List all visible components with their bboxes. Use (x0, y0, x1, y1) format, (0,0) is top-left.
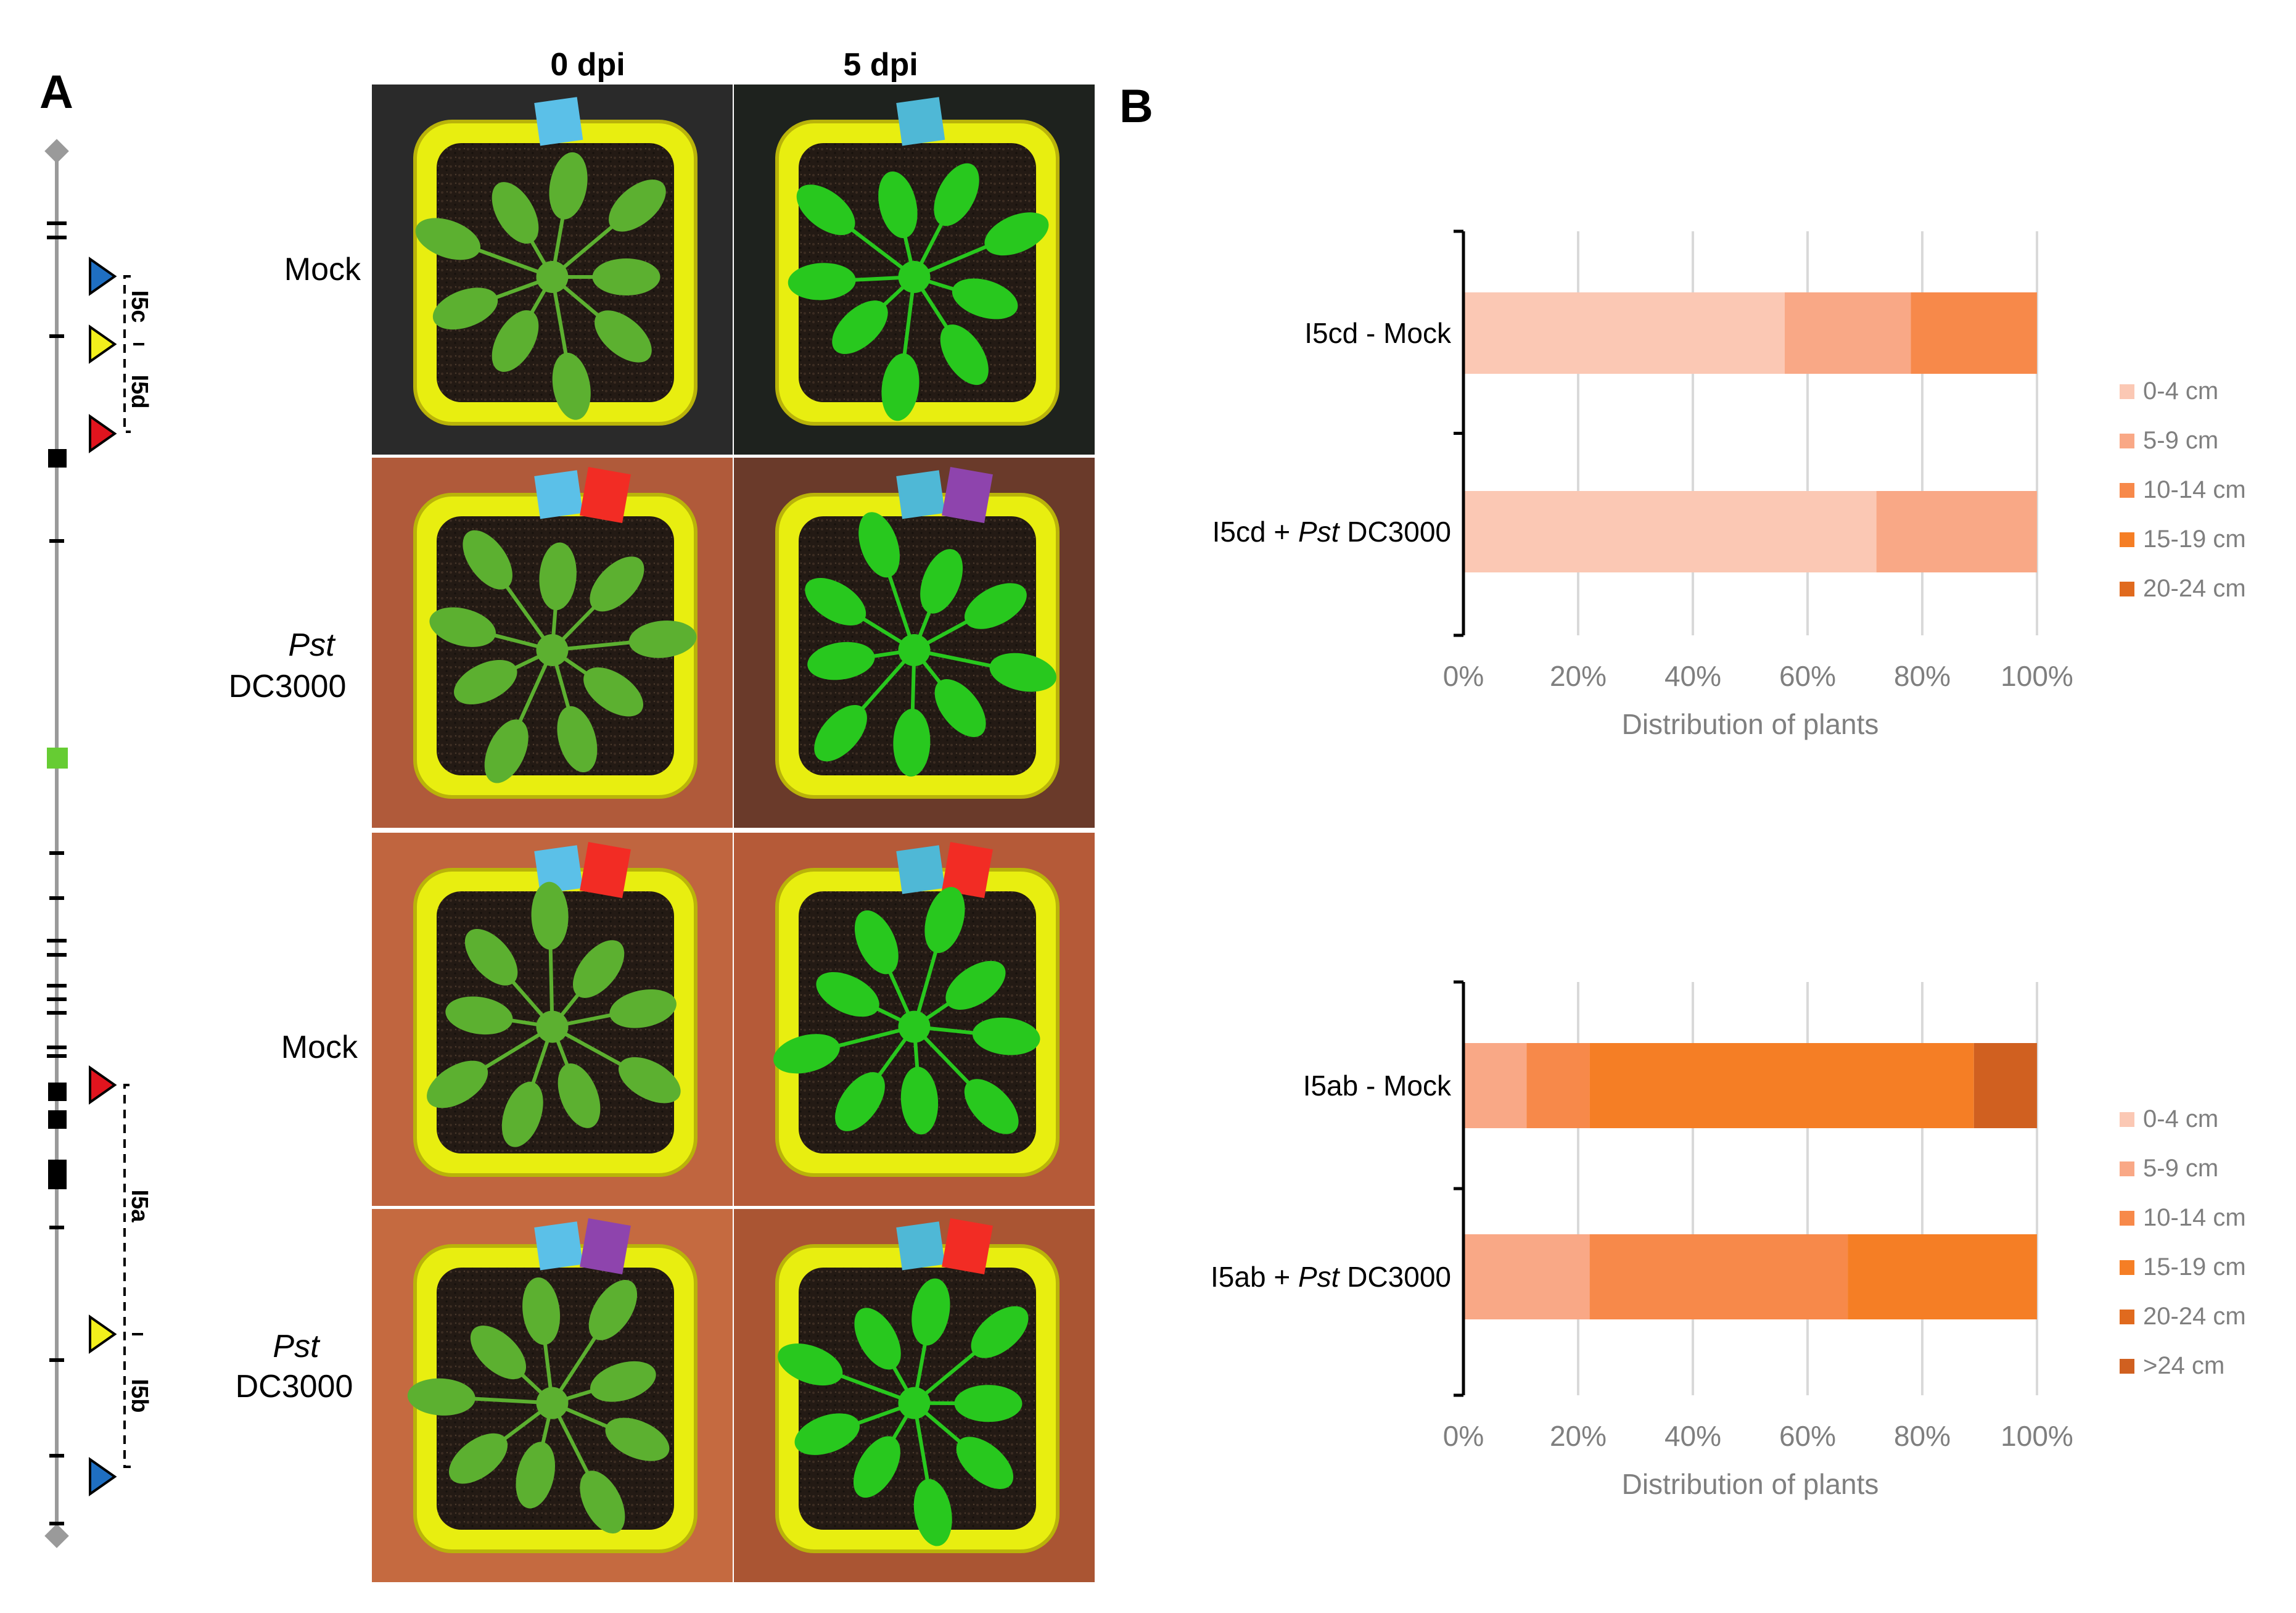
category-label: I5ab + Pst DC3000 (1211, 1261, 1451, 1293)
bar-segment (1463, 1234, 1590, 1319)
plant-photo (372, 833, 733, 1206)
gene-start-diamond (44, 139, 69, 163)
gene-diagram: I5c I5d I5a I5b (44, 139, 152, 1548)
legend-swatch (2120, 384, 2134, 399)
bar-segment (1848, 1234, 2037, 1319)
bar-segment (1589, 1043, 1974, 1128)
x-tick-label: 40% (1664, 1420, 1721, 1452)
bar-segment (1973, 1043, 2037, 1128)
plant-photo-grid (372, 85, 1095, 1582)
x-tick-label: 100% (2001, 1420, 2073, 1452)
legend-label: 20-24 cm (2143, 1303, 2246, 1330)
yellow-triangle-marker (89, 1314, 117, 1354)
chart-i5cd: 0% 20% 40% 60% 80% 100% I5cd - Mock I5cd + Pst … (1212, 229, 2246, 740)
category-label: I5cd + Pst DC3000 (1212, 516, 1451, 548)
legend-label: 15-19 cm (2143, 526, 2246, 553)
bar-segment (1876, 491, 2037, 572)
legend-swatch (2120, 1359, 2134, 1374)
legend-label: 0-4 cm (2143, 377, 2218, 405)
gene-end-diamond (44, 1524, 69, 1548)
segment-brackets (123, 275, 144, 1468)
panel-a-letter: A (39, 66, 73, 118)
segment-label-i5b: I5b (126, 1379, 152, 1413)
red-triangle-marker (89, 414, 117, 453)
yellow-triangle-marker (89, 324, 117, 364)
legend-swatch (2120, 532, 2134, 547)
legend-label: 20-24 cm (2143, 575, 2246, 602)
plant-photo (734, 1209, 1095, 1582)
red-triangle-marker (89, 1065, 117, 1105)
chart-i5ab: 0% 20% 40% 60% 80% 100% I5ab - Mock I5ab + Pst … (1211, 980, 2246, 1500)
legend-swatch (2120, 1161, 2134, 1176)
bar-segment (1911, 292, 2037, 374)
insertion-markers (89, 257, 117, 1496)
legend-swatch (2120, 1211, 2134, 1226)
x-tick-label: 60% (1779, 660, 1836, 692)
legend-swatch (2120, 483, 2134, 498)
legend-swatch (2120, 1112, 2134, 1127)
blue-triangle-marker (89, 1457, 117, 1496)
exon-blocks (48, 449, 67, 1189)
plant-photo (734, 85, 1095, 455)
x-tick-label: 100% (2001, 660, 2073, 692)
green-exon-block (47, 748, 68, 769)
legend-label: 10-14 cm (2143, 1204, 2246, 1231)
legend-label: 0-4 cm (2143, 1105, 2218, 1132)
x-tick-label: 80% (1894, 1420, 1951, 1452)
plant-photo (372, 458, 733, 828)
col-header-0dpi: 0 dpi (550, 47, 625, 83)
panel-b-letter: B (1119, 80, 1153, 133)
segment-label-i5a: I5a (126, 1190, 152, 1223)
legend-swatch (2120, 1310, 2134, 1324)
segment-label-i5c: I5c (126, 291, 152, 323)
plant-photo (372, 1209, 733, 1582)
segment-label-i5d: I5d (126, 375, 152, 409)
legend-label: >24 cm (2143, 1352, 2224, 1379)
legend-label: 5-9 cm (2143, 427, 2218, 454)
bar-segment (1463, 292, 1785, 374)
row-label-mock-1: Mock (284, 252, 361, 287)
bar-segment (1463, 1043, 1527, 1128)
x-tick-label: 0% (1443, 660, 1484, 692)
bar-segment (1463, 491, 1877, 572)
plant-photo (734, 458, 1095, 828)
x-tick-label: 60% (1779, 1420, 1836, 1452)
legend-swatch (2120, 434, 2134, 448)
col-header-5dpi: 5 dpi (843, 47, 918, 83)
legend-label: 15-19 cm (2143, 1253, 2246, 1281)
gene-tick-marks (47, 221, 67, 1525)
x-tick-label: 0% (1443, 1420, 1484, 1452)
row-label-dc3000-2: DC3000 (236, 1369, 353, 1405)
legend-swatch (2120, 582, 2134, 596)
legend-label: 10-14 cm (2143, 476, 2246, 503)
plant-photo (734, 833, 1095, 1206)
bar-segment (1784, 292, 1911, 374)
x-tick-label: 20% (1550, 1420, 1607, 1452)
row-label-dc3000-1: DC3000 (229, 669, 347, 704)
x-tick-label: 80% (1894, 660, 1951, 692)
x-tick-label: 40% (1664, 660, 1721, 692)
legend-swatch (2120, 1260, 2134, 1275)
row-label-mock-2: Mock (281, 1029, 358, 1065)
x-axis-title: Distribution of plants (1622, 708, 1879, 740)
bar-segment (1589, 1234, 1848, 1319)
x-axis-title: Distribution of plants (1622, 1468, 1879, 1500)
blue-triangle-marker (89, 257, 117, 296)
x-tick-label: 20% (1550, 660, 1607, 692)
category-label: I5ab - Mock (1303, 1070, 1452, 1102)
category-label: I5cd - Mock (1304, 317, 1452, 349)
bar-segment (1526, 1043, 1590, 1128)
row-label-pst-2: Pst (273, 1329, 321, 1364)
legend-label: 5-9 cm (2143, 1155, 2218, 1182)
plant-photo (372, 85, 733, 455)
row-label-pst-1: Pst (288, 627, 336, 663)
